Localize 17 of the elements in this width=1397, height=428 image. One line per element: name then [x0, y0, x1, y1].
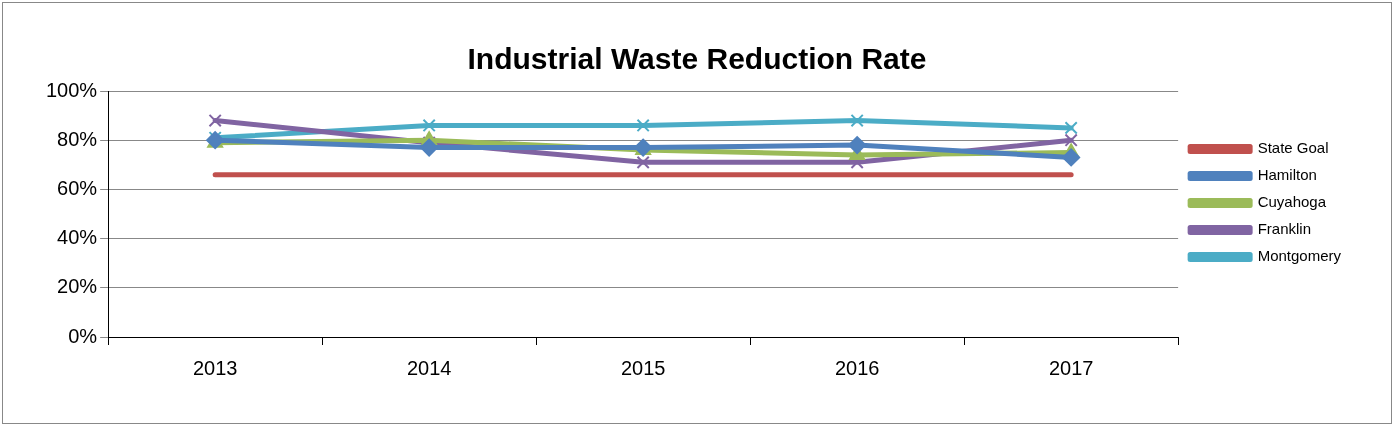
- legend-label: Hamilton: [1257, 166, 1317, 184]
- x-tick-label: 2015: [620, 356, 666, 379]
- y-tick-label: 0%: [68, 324, 98, 347]
- y-tick-label: 40%: [57, 226, 98, 249]
- y-tick-label: 100%: [46, 78, 98, 101]
- x-tick-label: 2013: [192, 356, 238, 379]
- legend-label: Montgomery: [1257, 247, 1342, 265]
- x-tick-label: 2017: [1048, 356, 1094, 379]
- y-tick-label: 60%: [57, 176, 98, 199]
- y-tick-label: 80%: [57, 127, 98, 150]
- y-tick-label: 20%: [57, 275, 98, 298]
- chart-title: Industrial Waste Reduction Rate: [467, 42, 927, 76]
- x-tick-label: 2016: [834, 356, 880, 379]
- x-tick-label: 2014: [406, 356, 452, 379]
- legend-label: Cuyahoga: [1257, 193, 1327, 211]
- legend-label: State Goal: [1257, 139, 1329, 157]
- legend-label: Franklin: [1257, 220, 1311, 238]
